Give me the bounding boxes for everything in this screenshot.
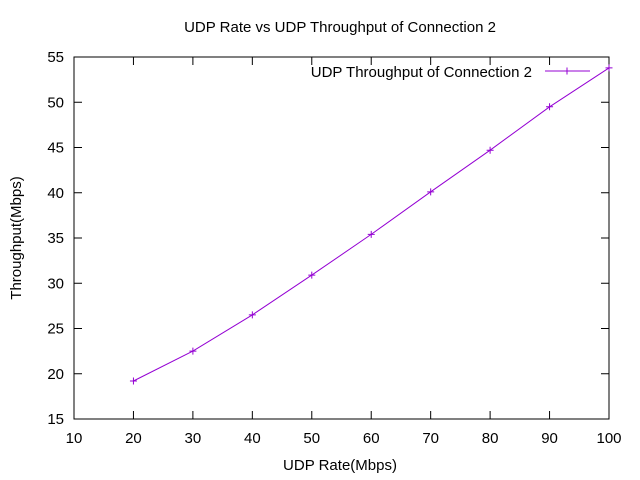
x-tick-label: 50 [303,430,320,447]
x-tick-label: 80 [482,430,499,447]
plot-frame [73,56,610,420]
y-tick-label: 25 [47,321,64,338]
y-tick-label: 45 [47,140,64,157]
y-tick-label: 40 [47,185,64,202]
data-point [367,230,375,238]
x-tick-label: 20 [125,430,142,447]
x-tick-label: 30 [185,430,202,447]
x-tick-label: 90 [541,430,558,447]
data-point [546,103,554,111]
x-tick-label: 40 [244,430,261,447]
y-tick-label: 30 [47,275,64,292]
series-line [133,67,610,382]
data-point [308,271,316,279]
x-tick-label: 70 [422,430,439,447]
data-point [486,146,494,154]
y-tick-label: 15 [47,411,64,428]
x-tick-label: 60 [363,430,380,447]
data-point [605,64,613,72]
y-tick-label: 50 [47,94,64,111]
y-tick-label: 35 [47,230,64,247]
y-tick-label: 55 [47,49,64,66]
y-axis: 15 20 25 30 35 40 45 50 55 [47,49,609,428]
x-axis: 10 20 30 40 50 60 70 80 90 100 [66,57,622,447]
x-tick-label: 100 [596,430,621,447]
data-point [129,377,137,385]
y-axis-label: Throughput(Mbps) [8,176,25,299]
y-tick-label: 20 [47,366,64,383]
chart-title: UDP Rate vs UDP Throughput of Connection… [184,19,496,36]
data-point [189,347,197,355]
legend-label: UDP Throughput of Connection 2 [311,64,532,81]
series-layer [129,64,613,385]
x-tick-label: 10 [66,430,83,447]
data-point [427,188,435,196]
data-point [248,311,256,319]
legend-marker [563,67,571,75]
x-axis-label: UDP Rate(Mbps) [283,457,397,474]
legend: UDP Throughput of Connection 2 [311,64,590,81]
